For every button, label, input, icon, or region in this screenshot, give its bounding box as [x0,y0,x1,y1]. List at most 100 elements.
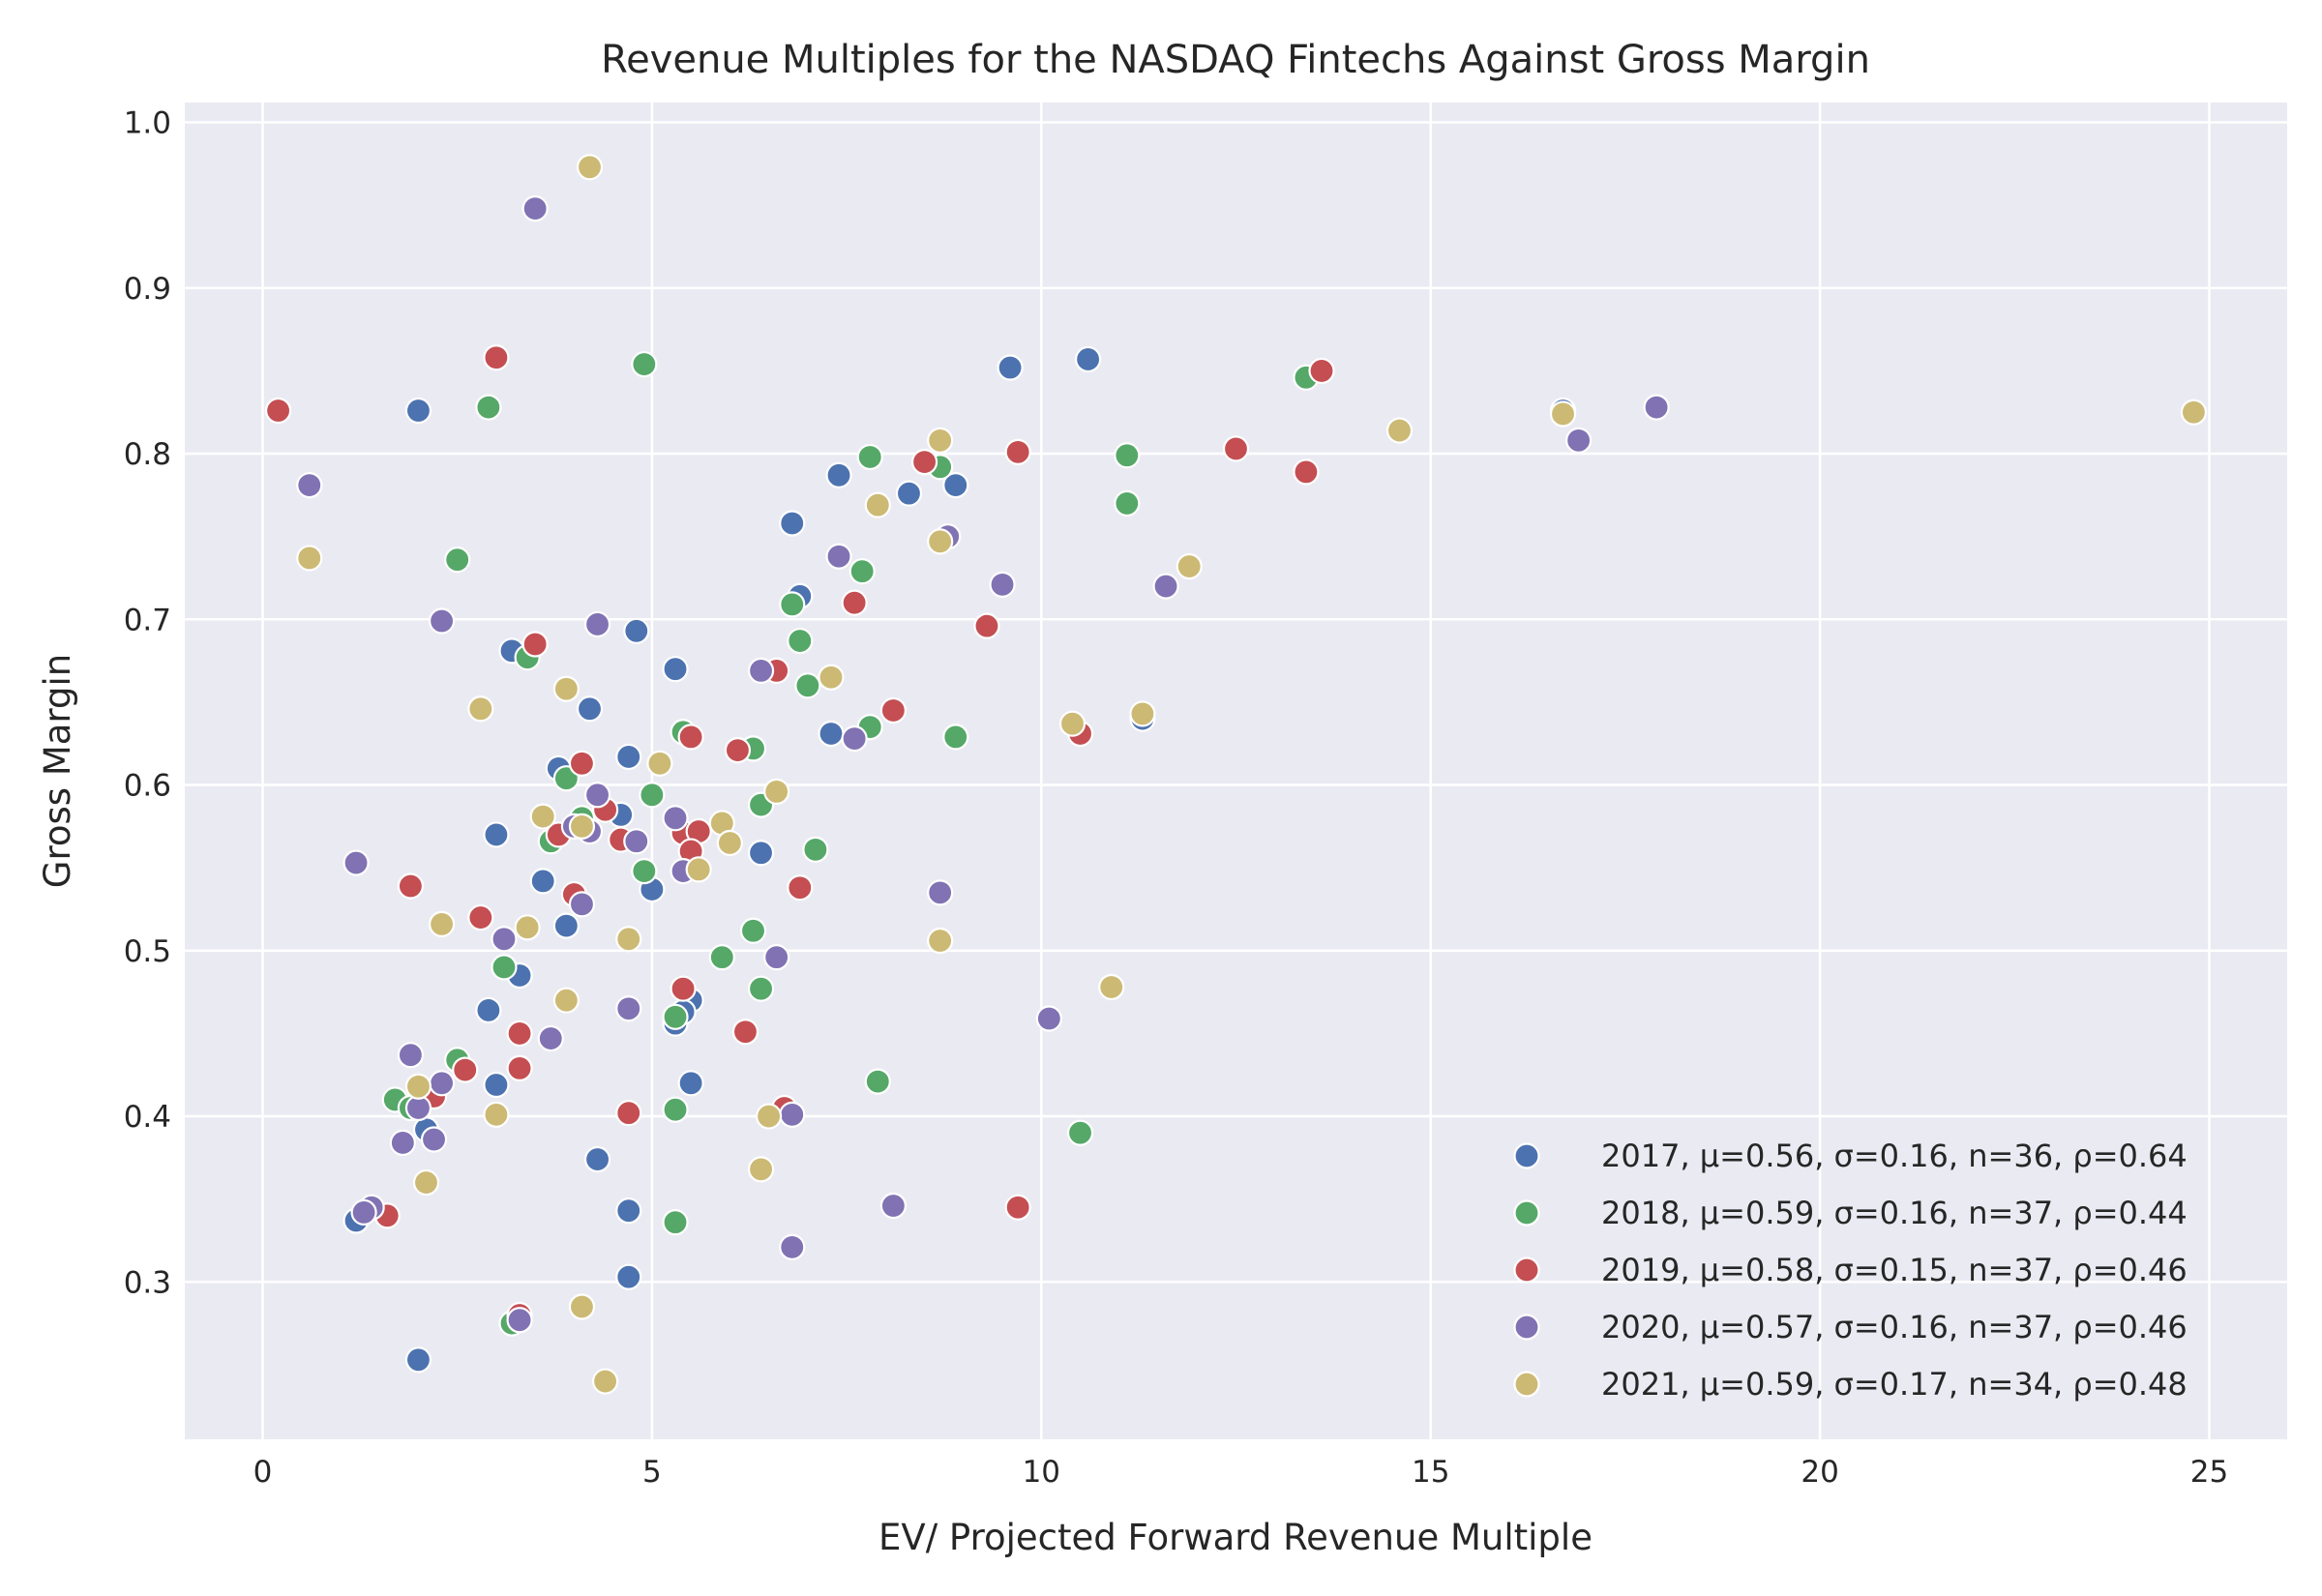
scatter-point-2020 [1643,394,1670,421]
scatter-point-2019 [506,1020,533,1048]
scatter-point-2017 [583,1145,611,1173]
scatter-point-2017 [623,617,650,644]
scatter-point-2017 [895,480,923,507]
scatter-point-2020 [779,1101,806,1128]
scatter-point-2017 [615,1263,642,1290]
scatter-point-2017 [529,868,556,895]
scatter-point-2020 [428,1070,456,1097]
ticks-layer: 0 5 10 15 20 25 0.3 0.4 0.5 0.6 0.7 0.8 0.9 1.0 [124,106,2229,1490]
scatter-point-2017 [942,471,969,499]
scatter-point-2017 [475,996,502,1024]
scatter-point-2019 [1004,438,1031,465]
scatter-point-2018 [631,858,658,885]
scatter-point-2021 [552,987,580,1014]
scatter-point-2021 [467,695,494,723]
scatter-point-2020 [662,805,689,832]
scatter-point-2019 [787,874,814,901]
scatter-point-2018 [662,1209,689,1236]
scatter-point-2017 [404,1346,432,1374]
scatter-point-2018 [942,724,969,751]
scatter-point-2021 [591,1368,619,1395]
scatter-point-2021 [747,1156,775,1183]
scatter-point-2018 [848,558,876,585]
grid-layer [185,103,2287,1439]
scatter-point-2021 [685,856,712,883]
scatter-point-2019 [841,589,868,616]
scatter-point-2019 [670,975,697,1002]
scatter-point-2020 [397,1042,424,1069]
y-tick-label: 0.5 [124,934,171,969]
scatter-point-2020 [296,471,323,499]
y-tick-label: 0.3 [124,1265,171,1300]
scatter-point-2019 [506,1054,533,1081]
scatter-point-2019 [568,750,596,777]
scatter-point-2019 [1308,357,1335,385]
scatter-point-2020 [389,1129,416,1157]
x-tick-label: 15 [1412,1455,1449,1490]
scatter-point-2020 [779,1233,806,1260]
scatter-point-2017 [483,821,510,848]
scatter-point-2021 [1549,400,1577,428]
scatter-point-2020 [521,195,549,222]
legend-marker [1513,1256,1540,1284]
scatter-point-2020 [1035,1005,1062,1032]
scatter-point-2018 [631,350,658,378]
scatter-point-2020 [568,891,596,918]
points-layer [264,154,2208,1395]
scatter-point-2017 [404,397,432,425]
scatter-point-2021 [552,675,580,702]
scatter-point-2021 [1176,552,1203,580]
scatter-point-2018 [1114,442,1141,469]
scatter-point-2019 [879,696,907,724]
scatter-point-2021 [756,1103,783,1130]
scatter-point-2020 [506,1307,533,1334]
legend-label: 2019, μ=0.58, σ=0.15, n=37, ρ=0.46 [1601,1252,2188,1288]
scatter-point-2020 [350,1198,377,1226]
scatter-point-2019 [724,736,752,764]
scatter-point-2020 [491,926,518,953]
scatter-point-2017 [677,1070,704,1097]
x-tick-label: 0 [253,1455,273,1490]
y-tick-label: 1.0 [124,106,171,141]
scatter-point-2018 [639,782,666,809]
legend: 2017, μ=0.56, σ=0.16, n=36, ρ=0.64 2018, … [1513,1138,2188,1403]
legend-label: 2018, μ=0.59, σ=0.16, n=37, ρ=0.44 [1601,1195,2188,1231]
scatter-point-2018 [794,672,821,699]
scatter-point-2020 [825,543,852,570]
scatter-point-2017 [1074,345,1102,373]
scatter-point-2018 [739,917,767,944]
scatter-point-2020 [989,571,1016,598]
scatter-point-2019 [452,1056,479,1083]
scatter-point-2020 [342,849,370,876]
x-tick-label: 10 [1023,1455,1060,1490]
scatter-point-2018 [491,954,518,981]
scatter-point-2019 [677,724,704,751]
plot-area [185,103,2287,1439]
scatter-point-2017 [576,695,604,723]
scatter-point-2018 [475,394,502,421]
legend-label: 2021, μ=0.59, σ=0.17, n=34, ρ=0.48 [1601,1366,2188,1403]
x-tick-label: 20 [1801,1455,1838,1490]
x-axis-label: EV/ Projected Forward Revenue Multiple [878,1517,1593,1558]
scatter-point-2018 [864,1068,891,1095]
scatter-point-2019 [521,631,549,658]
scatter-point-2021 [716,829,743,857]
scatter-point-2017 [825,461,852,488]
scatter-point-2017 [615,1197,642,1225]
scatter-point-2017 [818,720,845,748]
scatter-point-2017 [483,1071,510,1099]
scatter-point-2020 [747,657,775,684]
scatter-point-2019 [483,344,510,371]
scatter-point-2018 [856,443,883,471]
scatter-point-2018 [662,1003,689,1030]
scatter-point-2021 [864,491,891,518]
scatter-point-2021 [404,1073,432,1100]
scatter-point-2019 [1222,435,1250,462]
scatter-point-2018 [708,944,735,971]
scatter-point-2020 [615,995,642,1022]
scatter-point-2021 [568,813,596,840]
y-tick-label: 0.6 [124,769,171,804]
legend-marker [1513,1199,1540,1227]
scatter-point-2019 [1293,458,1320,486]
